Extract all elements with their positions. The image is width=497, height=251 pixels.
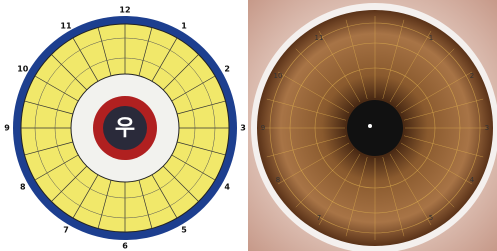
- center-symbol: 우: [115, 116, 135, 141]
- page: 우 121234567891011 123457891011 (() => { …: [0, 0, 497, 251]
- clock-label: 10: [274, 72, 283, 80]
- clock-label: 1: [181, 21, 187, 30]
- clock-label: 5: [181, 226, 187, 235]
- clock-label: 3: [240, 124, 246, 133]
- clock-label: 6: [122, 242, 128, 251]
- clock-label: 11: [60, 21, 72, 30]
- clock-label: 5: [429, 214, 433, 222]
- pupil: [347, 100, 403, 156]
- clock-label: 4: [224, 183, 230, 192]
- reflection: [368, 124, 372, 128]
- clock-label: 9: [4, 124, 10, 133]
- clock-label: 10: [17, 65, 29, 74]
- clock-label: 8: [276, 176, 280, 184]
- clock-label: 1: [429, 34, 433, 42]
- clock-label: 7: [317, 214, 321, 222]
- clock-label: 9: [261, 124, 265, 132]
- iris-photo: 1 2 3 4 5 7 8 9 10 11: [248, 0, 497, 251]
- clock-label: 8: [20, 183, 26, 192]
- clock-label: 2: [470, 72, 474, 80]
- iridology-figure: 우 121234567891011 123457891011: [0, 0, 497, 251]
- clock-label: 12: [119, 6, 130, 15]
- clock-label: 4: [470, 176, 475, 184]
- clock-label: 2: [224, 65, 230, 74]
- clock-label: 11: [315, 34, 324, 42]
- clock-label: 3: [485, 124, 489, 132]
- clock-label: 7: [63, 226, 69, 235]
